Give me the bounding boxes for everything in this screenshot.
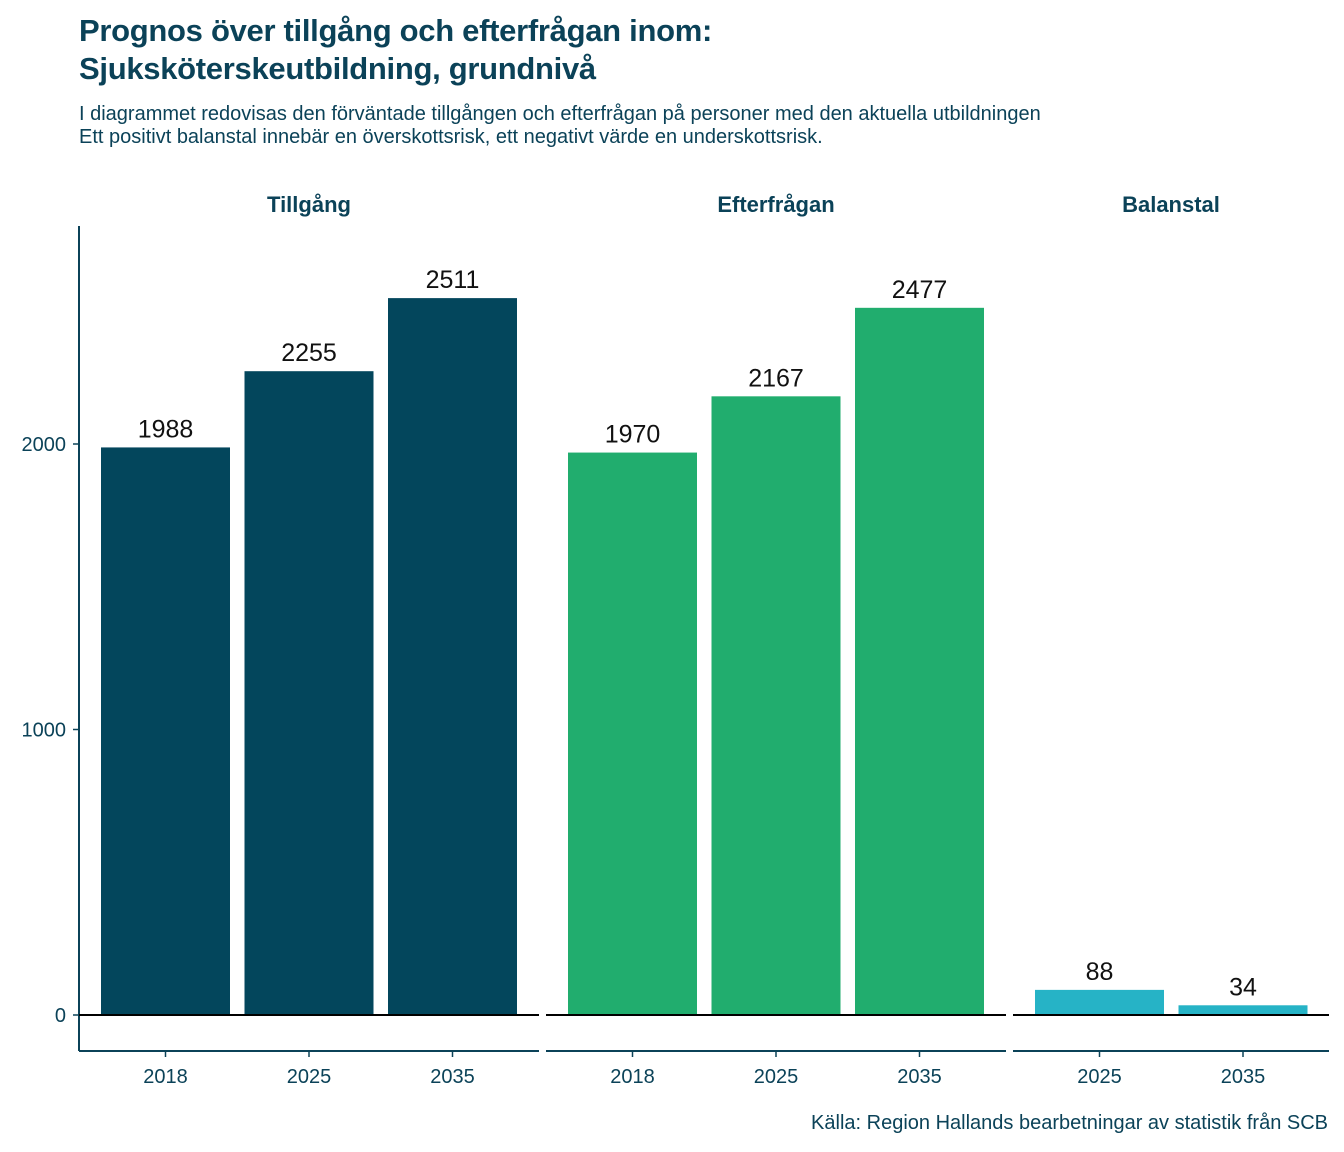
y-tick-label: 0: [55, 1005, 66, 1027]
y-tick-label: 1000: [22, 720, 67, 742]
data-label: 2511: [426, 266, 480, 294]
bar: [388, 298, 517, 1015]
x-tick-label: 2025: [754, 1066, 799, 1088]
chart-subtitle-line-1: I diagrammet redovisas den förväntade ti…: [79, 103, 1041, 125]
data-label: 2477: [892, 276, 948, 304]
x-tick-label: 2035: [1221, 1066, 1266, 1088]
data-label: 2255: [281, 339, 337, 367]
bar: [1035, 989, 1164, 1015]
y-tick-label: 2000: [22, 434, 67, 456]
bar: [711, 396, 841, 1015]
x-tick-label: 2035: [897, 1066, 942, 1088]
x-tick-label: 2018: [143, 1066, 188, 1088]
chart-subtitle-line-2: Ett positivt balanstal innebär en översk…: [79, 126, 823, 148]
data-label: 1988: [138, 415, 194, 443]
x-tick-label: 2018: [610, 1066, 655, 1088]
source-caption: Källa: Region Hallands bearbetningar av …: [811, 1112, 1328, 1134]
x-tick-label: 2035: [430, 1066, 475, 1088]
chart-title: Prognos över tillgång och efterfrågan in…: [79, 12, 712, 88]
facet-title: Efterfrågan: [717, 192, 834, 217]
x-tick-label: 2025: [1077, 1066, 1122, 1088]
bar: [568, 452, 697, 1015]
bar: [1178, 1005, 1308, 1015]
x-tick-label: 2025: [287, 1066, 332, 1088]
facet-title: Tillgång: [267, 192, 351, 217]
bar: [244, 371, 374, 1015]
chart-subtitle: I diagrammet redovisas den förväntade ti…: [79, 103, 1041, 149]
facet-title: Balanstal: [1122, 192, 1220, 217]
data-label: 2167: [748, 364, 804, 392]
data-label: 34: [1229, 973, 1257, 1001]
chart-title-line-2: Sjuksköterskeutbildning, grundnivå: [79, 51, 596, 86]
data-label: 88: [1086, 958, 1114, 986]
chart-title-line-1: Prognos över tillgång och efterfrågan in…: [79, 13, 712, 48]
bar: [855, 307, 984, 1015]
bar: [101, 447, 230, 1015]
data-label: 1970: [605, 421, 661, 449]
